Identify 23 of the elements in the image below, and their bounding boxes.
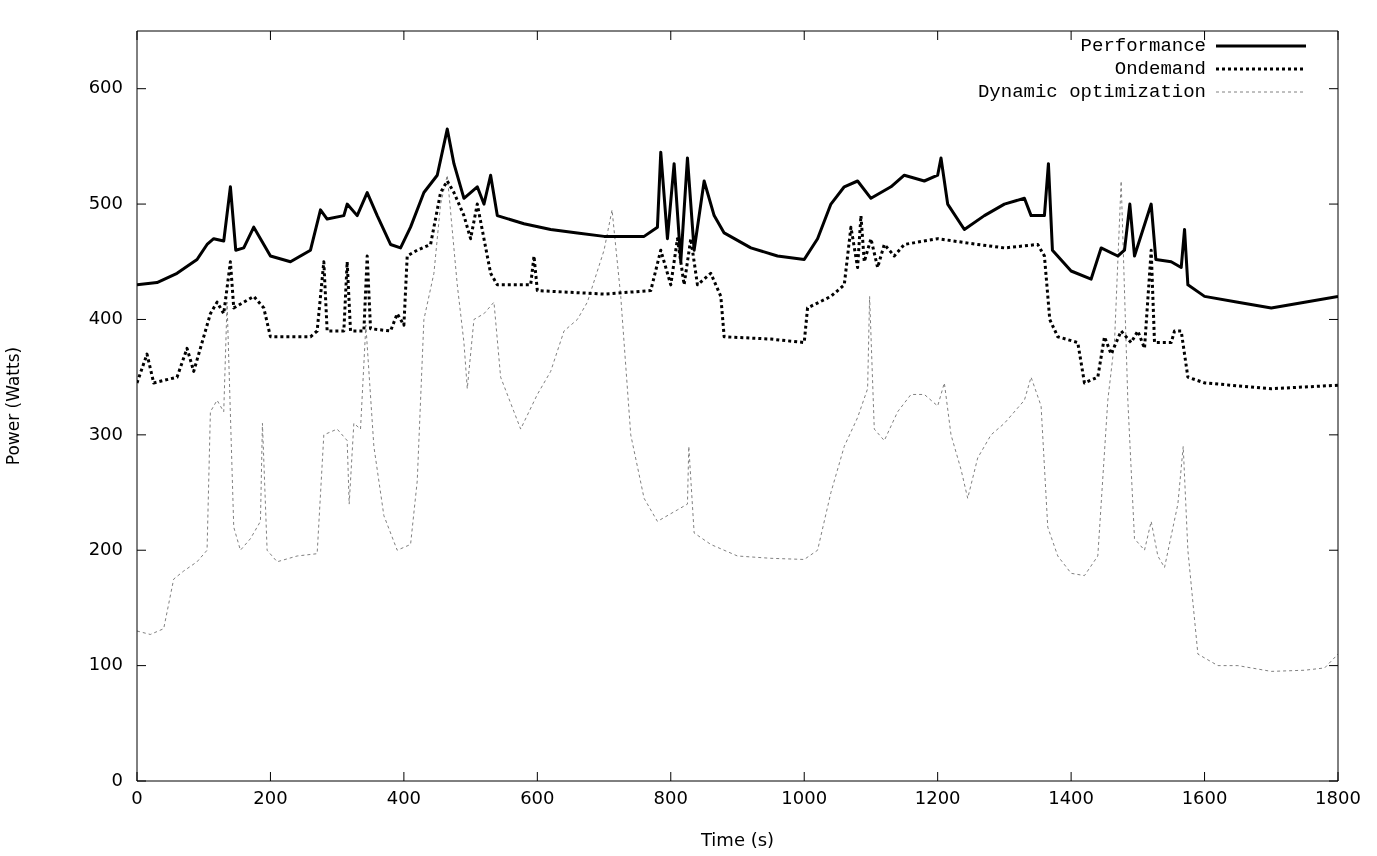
y-tick-label: 600 — [88, 76, 123, 98]
x-tick-label: 400 — [386, 787, 422, 809]
x-axis-title: Time (s) — [699, 828, 775, 850]
x-tick-label: 600 — [520, 787, 555, 809]
x-tick-label: 200 — [253, 787, 288, 809]
y-axis-title: Power (Watts) — [2, 346, 23, 466]
line-series — [137, 174, 1338, 672]
x-tick-label: 1000 — [781, 787, 828, 809]
y-tick-label: 500 — [88, 191, 123, 213]
legend-label: Performance — [1080, 35, 1206, 58]
x-tick-label: 1200 — [914, 787, 961, 809]
y-tick-label: 200 — [88, 537, 123, 559]
y-tick-label: 300 — [88, 422, 123, 444]
y-tick-label: 100 — [88, 653, 123, 675]
y-tick-label: 400 — [88, 307, 123, 329]
x-tick-label: 0 — [131, 787, 143, 809]
x-tick-label: 1600 — [1181, 787, 1228, 809]
legend-label: Dynamic optimization — [977, 81, 1206, 104]
x-tick-label: 800 — [653, 787, 688, 809]
legend-label: Ondemand — [1114, 58, 1206, 81]
x-tick-label: 1400 — [1048, 787, 1095, 809]
y-tick-label: 0 — [111, 768, 123, 790]
x-tick-label: 1800 — [1315, 787, 1361, 809]
